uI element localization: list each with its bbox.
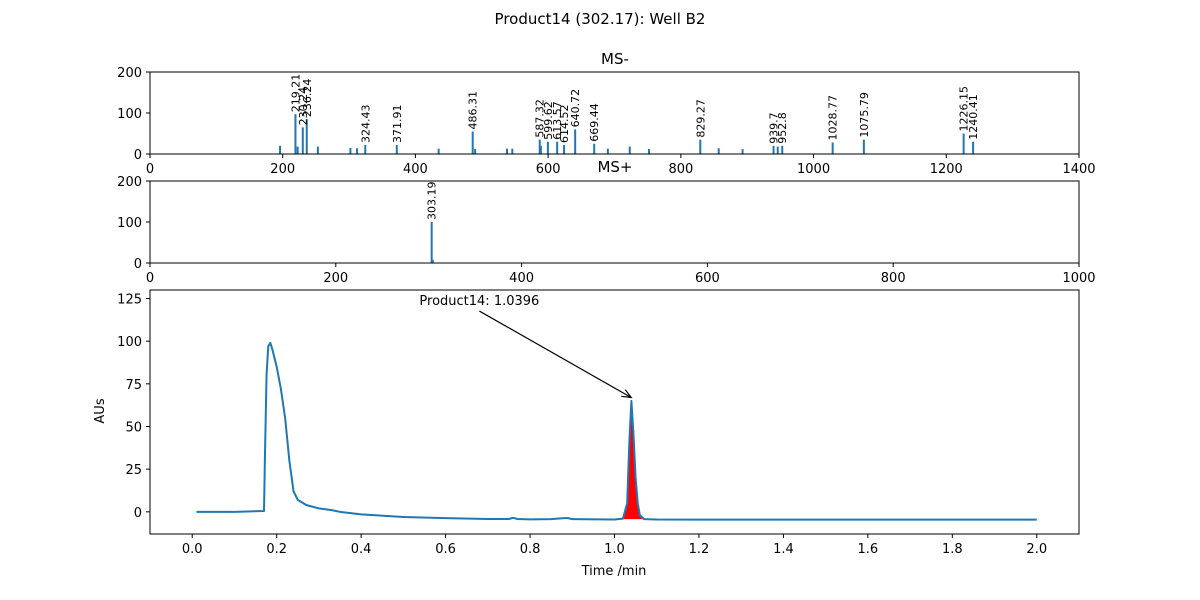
ms-negative-x-tick-label: 1400 [1062, 162, 1095, 177]
ms-negative-x-tick-label: 400 [403, 162, 428, 177]
ms-positive-peak-label: 303.19 [426, 182, 439, 221]
ms-positive-x-tick-label: 400 [509, 271, 534, 286]
uv-x-tick-label: 1.6 [858, 542, 879, 557]
ms-negative-peak-label: 236.24 [301, 79, 314, 118]
ms-positive-x-tick-label: 600 [695, 271, 720, 286]
ms-negative-y-tick-label: 0 [134, 148, 142, 163]
uv-x-tick-label: 1.0 [604, 542, 625, 557]
ms-positive-y-tick-label: 200 [117, 175, 142, 190]
ms-negative-y-tick-label: 100 [117, 107, 142, 122]
ms-negative-peak-label: 829.27 [694, 99, 707, 138]
uv-x-tick-label: 0.0 [182, 542, 203, 557]
uv-x-axis-label: Time /min [581, 564, 647, 579]
uv-y-tick-label: 0 [134, 506, 142, 521]
ms-negative-peak-label: 1075.79 [858, 92, 871, 138]
ms-negative-x-tick-label: 200 [270, 162, 295, 177]
uv-y-tick-label: 50 [125, 421, 142, 436]
uv-x-tick-label: 2.0 [1026, 542, 1047, 557]
ms-negative-x-tick-label: 1000 [797, 162, 830, 177]
ms-negative-peak-label: 640.72 [569, 89, 582, 128]
ms-negative-peak-label: 486.31 [467, 91, 480, 130]
ms-negative-x-tick-label: 800 [668, 162, 693, 177]
uv-x-tick-label: 0.6 [435, 542, 456, 557]
uv-y-axis-label: AUs [93, 398, 108, 423]
figure-title: Product14 (302.17): Well B2 [495, 10, 706, 28]
ms-negative-peak-label: 1028.77 [827, 95, 840, 141]
ms-negative-x-tick-label: 0 [146, 162, 154, 177]
uv-y-tick-label: 100 [117, 335, 142, 350]
ms-negative-peak-label: 669.44 [588, 103, 601, 142]
ms-positive-y-tick-label: 0 [134, 257, 142, 272]
uv-x-tick-label: 1.8 [942, 542, 963, 557]
uv-y-tick-label: 125 [117, 293, 142, 308]
ms-negative-peak-label: 952.8 [776, 112, 789, 144]
uv-x-tick-label: 0.8 [520, 542, 541, 557]
ms-positive-y-tick-label: 100 [117, 216, 142, 231]
ms-negative-x-tick-label: 1200 [930, 162, 963, 177]
uv-x-tick-label: 0.4 [351, 542, 372, 557]
uv-y-tick-label: 75 [125, 378, 142, 393]
ms-negative-x-tick-label: 600 [536, 162, 561, 177]
ms-negative-peak-label: 1240.41 [967, 94, 980, 140]
ms-negative-peak-label: 324.43 [359, 104, 372, 143]
ms-positive-x-tick-label: 1000 [1062, 271, 1095, 286]
uv-x-tick-label: 1.2 [689, 542, 710, 557]
uv-x-tick-label: 0.2 [266, 542, 287, 557]
ms-positive-peak-labels: 303.19 [426, 182, 439, 221]
ms-negative-title: MS- [601, 50, 629, 68]
ms-positive-x-tick-label: 200 [323, 271, 348, 286]
annotation-label: Product14: 1.0396 [419, 294, 539, 309]
uv-y-tick-label: 25 [125, 463, 142, 478]
ms-positive-x-tick-label: 0 [146, 271, 154, 286]
uv-x-tick-label: 1.4 [773, 542, 794, 557]
ms-positive-peaks [432, 222, 433, 263]
ms-positive-title: MS+ [597, 158, 632, 176]
ms-positive-x-tick-label: 800 [881, 271, 906, 286]
ms-negative-peak-label: 371.91 [391, 104, 404, 143]
ms-negative-y-tick-label: 200 [117, 66, 142, 81]
